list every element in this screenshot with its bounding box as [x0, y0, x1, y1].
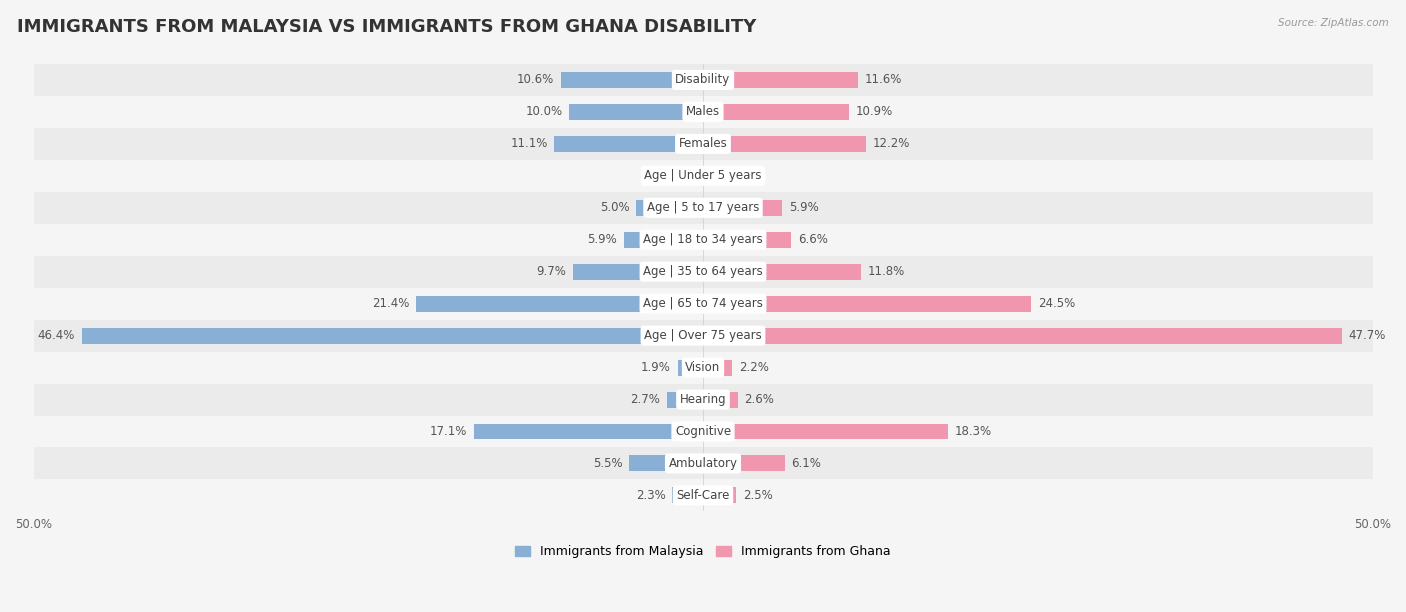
- Bar: [474, 424, 703, 439]
- Text: 5.0%: 5.0%: [600, 201, 630, 214]
- Bar: [574, 264, 703, 280]
- Text: 10.0%: 10.0%: [526, 105, 562, 118]
- Text: 1.1%: 1.1%: [652, 170, 682, 182]
- Text: 17.1%: 17.1%: [430, 425, 467, 438]
- Text: Source: ZipAtlas.com: Source: ZipAtlas.com: [1278, 18, 1389, 28]
- Text: 2.7%: 2.7%: [630, 393, 661, 406]
- Bar: [34, 351, 1372, 384]
- Text: Age | 35 to 64 years: Age | 35 to 64 years: [643, 265, 763, 278]
- Bar: [34, 319, 1372, 351]
- Bar: [34, 416, 1372, 447]
- Bar: [703, 424, 948, 439]
- Text: Vision: Vision: [685, 361, 721, 374]
- Text: IMMIGRANTS FROM MALAYSIA VS IMMIGRANTS FROM GHANA DISABILITY: IMMIGRANTS FROM MALAYSIA VS IMMIGRANTS F…: [17, 18, 756, 36]
- Bar: [672, 487, 703, 504]
- Legend: Immigrants from Malaysia, Immigrants from Ghana: Immigrants from Malaysia, Immigrants fro…: [510, 540, 896, 563]
- Bar: [569, 104, 703, 120]
- Bar: [678, 360, 703, 376]
- Text: 2.6%: 2.6%: [745, 393, 775, 406]
- Text: 11.6%: 11.6%: [865, 73, 903, 86]
- Text: 11.1%: 11.1%: [510, 137, 548, 151]
- Text: Ambulatory: Ambulatory: [668, 457, 738, 470]
- Bar: [554, 136, 703, 152]
- Text: 11.8%: 11.8%: [868, 265, 905, 278]
- Text: Females: Females: [679, 137, 727, 151]
- Text: 2.2%: 2.2%: [740, 361, 769, 374]
- Text: 2.3%: 2.3%: [636, 489, 665, 502]
- Text: Self-Care: Self-Care: [676, 489, 730, 502]
- Bar: [34, 224, 1372, 256]
- Bar: [666, 392, 703, 408]
- Bar: [703, 136, 866, 152]
- Text: 12.2%: 12.2%: [873, 137, 911, 151]
- Bar: [561, 72, 703, 88]
- Text: 10.9%: 10.9%: [856, 105, 893, 118]
- Text: Disability: Disability: [675, 73, 731, 86]
- Bar: [34, 192, 1372, 224]
- Text: 47.7%: 47.7%: [1348, 329, 1386, 342]
- Text: 5.9%: 5.9%: [588, 233, 617, 246]
- Text: 6.1%: 6.1%: [792, 457, 821, 470]
- Bar: [703, 232, 792, 248]
- Bar: [34, 160, 1372, 192]
- Bar: [82, 327, 703, 343]
- Bar: [34, 447, 1372, 479]
- Text: Age | 5 to 17 years: Age | 5 to 17 years: [647, 201, 759, 214]
- Text: 5.9%: 5.9%: [789, 201, 818, 214]
- Text: 5.5%: 5.5%: [593, 457, 623, 470]
- Text: Age | Under 5 years: Age | Under 5 years: [644, 170, 762, 182]
- Bar: [703, 327, 1341, 343]
- Bar: [636, 200, 703, 216]
- Bar: [703, 72, 858, 88]
- Bar: [34, 479, 1372, 512]
- Text: 10.6%: 10.6%: [517, 73, 554, 86]
- Bar: [703, 168, 718, 184]
- Text: Age | 18 to 34 years: Age | 18 to 34 years: [643, 233, 763, 246]
- Text: Males: Males: [686, 105, 720, 118]
- Bar: [34, 384, 1372, 416]
- Text: 21.4%: 21.4%: [373, 297, 409, 310]
- Bar: [689, 168, 703, 184]
- Bar: [703, 200, 782, 216]
- Bar: [34, 96, 1372, 128]
- Text: 1.2%: 1.2%: [725, 170, 755, 182]
- Bar: [703, 455, 785, 471]
- Bar: [703, 360, 733, 376]
- Text: 6.6%: 6.6%: [799, 233, 828, 246]
- Text: Age | Over 75 years: Age | Over 75 years: [644, 329, 762, 342]
- Bar: [34, 128, 1372, 160]
- Bar: [630, 455, 703, 471]
- Text: Age | 65 to 74 years: Age | 65 to 74 years: [643, 297, 763, 310]
- Text: 1.9%: 1.9%: [641, 361, 671, 374]
- Bar: [34, 256, 1372, 288]
- Bar: [34, 64, 1372, 96]
- Bar: [416, 296, 703, 312]
- Bar: [703, 104, 849, 120]
- Bar: [34, 288, 1372, 319]
- Text: 9.7%: 9.7%: [537, 265, 567, 278]
- Bar: [703, 487, 737, 504]
- Text: 2.5%: 2.5%: [744, 489, 773, 502]
- Text: 18.3%: 18.3%: [955, 425, 991, 438]
- Text: 46.4%: 46.4%: [38, 329, 75, 342]
- Bar: [624, 232, 703, 248]
- Bar: [703, 296, 1031, 312]
- Text: Cognitive: Cognitive: [675, 425, 731, 438]
- Text: 24.5%: 24.5%: [1038, 297, 1076, 310]
- Bar: [703, 392, 738, 408]
- Bar: [703, 264, 860, 280]
- Text: Hearing: Hearing: [679, 393, 727, 406]
